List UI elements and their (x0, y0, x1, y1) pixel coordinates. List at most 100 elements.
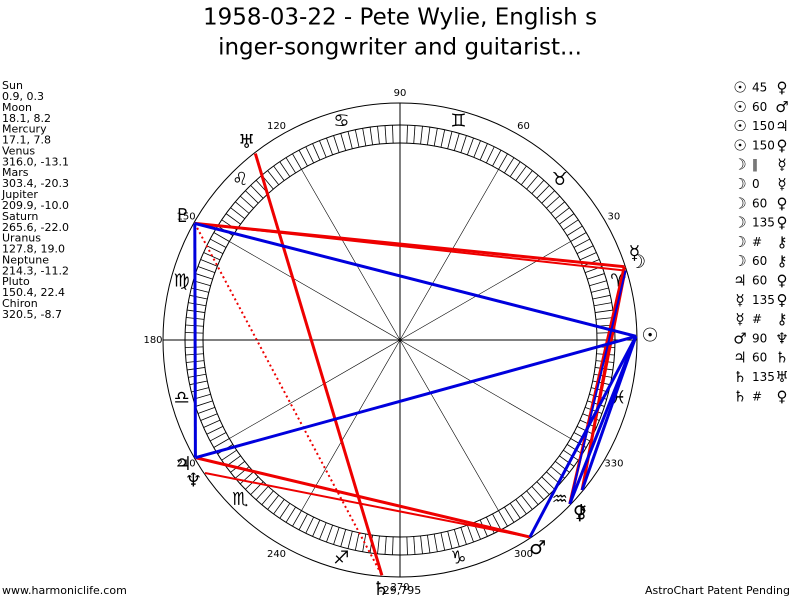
ring-tick (392, 536, 394, 555)
ring-tick (285, 506, 296, 523)
ring-tick (427, 535, 431, 553)
planet-name: Saturn (2, 210, 38, 223)
aspect-planet: ☉ (733, 98, 746, 116)
ring-tick (362, 128, 367, 147)
ring-tick (492, 513, 502, 531)
degree-label: 90 (394, 88, 407, 99)
planet-name: Pluto (2, 275, 30, 288)
aspect-angle: 45 (752, 81, 767, 95)
ring-tick (587, 400, 605, 407)
ring-tick (546, 195, 561, 209)
aspect-planet: ♂ (775, 98, 788, 116)
aspect-planet: ♃ (733, 349, 746, 367)
ring-tick (587, 273, 605, 280)
aspect-planet: ☽ (733, 233, 746, 251)
ring-tick (447, 131, 453, 149)
zodiac-sign: ♊ (450, 111, 466, 132)
aspect-line (580, 335, 638, 491)
ring-tick (467, 524, 474, 543)
spoke (399, 339, 499, 511)
ring-tick (250, 185, 264, 199)
ring-tick (515, 165, 527, 181)
ring-tick (221, 449, 237, 461)
aspect-planet: ☿ (735, 310, 744, 328)
ring-tick (420, 126, 423, 145)
aspect-angle: 135 (752, 370, 775, 384)
ring-tick (312, 143, 321, 161)
aspect-line (194, 222, 626, 272)
ring-tick (570, 232, 587, 242)
aspect-planet: ♀ (777, 214, 788, 232)
aspect-line (568, 270, 627, 505)
aspect-planet: ♅ (775, 368, 788, 386)
planet-glyph: ♀ (573, 502, 587, 524)
ring-tick (279, 503, 291, 519)
planet-name: Chiron (2, 297, 38, 310)
ring-tick (492, 149, 502, 167)
ring-tick (485, 146, 495, 164)
ring-tick (197, 266, 216, 273)
ring-tick (239, 195, 254, 209)
aspect-planet: ⚷ (777, 252, 788, 270)
degree-label: 60 (517, 121, 530, 132)
ring-tick (595, 309, 613, 313)
planet-glyph: ☉ (641, 325, 658, 347)
planet-glyph: ♂ (529, 537, 546, 559)
ring-tick (188, 302, 207, 307)
footer-number: -29,795 (379, 584, 421, 597)
ring-tick (479, 143, 488, 161)
footer-link[interactable]: www.harmoniclife.com (2, 584, 127, 597)
spoke (399, 339, 571, 439)
planet-name: Mercury (2, 123, 47, 136)
planet-coords: 303.4, -20.3 (2, 177, 69, 190)
ring-tick (200, 259, 218, 267)
ring-tick (377, 126, 380, 145)
ring-tick (305, 146, 315, 164)
ring-tick (536, 185, 550, 199)
ring-tick (292, 153, 302, 170)
spoke (301, 339, 401, 511)
ring-tick (541, 476, 555, 490)
ring-tick (340, 133, 347, 151)
planet-name: Venus (2, 144, 35, 157)
planet-coords: 17.1, 7.8 (2, 134, 51, 147)
aspect-planet: ⚷ (777, 310, 788, 328)
ring-tick (504, 157, 515, 174)
ring-tick (589, 280, 607, 287)
ring-tick (498, 153, 508, 170)
aspect-planet: ☽ (733, 156, 746, 174)
ring-tick (206, 425, 224, 435)
aspect-planet: ♆ (775, 329, 788, 347)
ring-tick (213, 232, 230, 242)
ring-tick (200, 413, 218, 421)
ring-tick (520, 170, 533, 186)
aspect-planet: ☽ (733, 252, 746, 270)
zodiac-sign: ♎ (174, 387, 190, 408)
ring-tick (384, 536, 387, 555)
degree-label: 210 (177, 459, 196, 470)
planet-name: Neptune (2, 253, 49, 266)
ring-tick (536, 481, 550, 495)
ring-tick (333, 527, 340, 545)
aspect-planet: ♀ (777, 291, 788, 309)
planet-glyph: ♄ (372, 578, 389, 600)
planet-glyph: ♃ (175, 453, 192, 475)
ring-tick (504, 506, 515, 523)
planet-name: Uranus (2, 232, 41, 245)
ring-tick (595, 360, 614, 363)
ring-tick (354, 532, 360, 551)
aspect-line (195, 334, 637, 460)
degree-label: 180 (143, 335, 162, 346)
aspect-planet: ♂ (733, 329, 746, 347)
aspect-planet: ☿ (777, 156, 786, 174)
ring-tick (427, 127, 431, 145)
ring-tick (563, 449, 579, 461)
planet-coords: 0.9, 0.3 (2, 90, 44, 103)
ring-tick (340, 529, 347, 547)
zodiac-sign: ♐ (333, 547, 349, 568)
aspect-line (194, 221, 637, 338)
planet-coords: 320.5, -8.7 (2, 308, 62, 321)
ring-tick (292, 510, 302, 527)
ring-tick (312, 519, 321, 537)
aspect-planet: ☽ (733, 175, 746, 193)
